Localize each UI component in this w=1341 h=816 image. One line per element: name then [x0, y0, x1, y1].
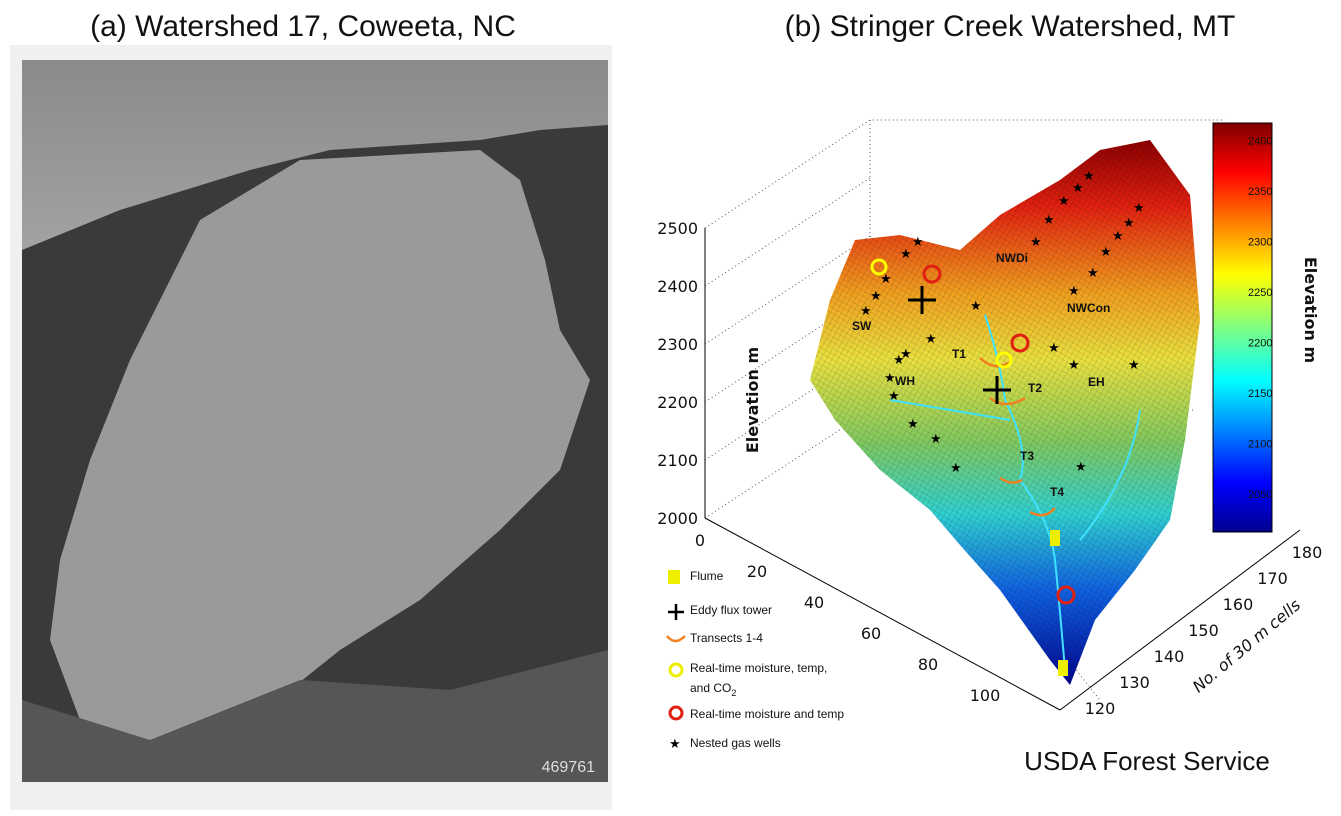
site-label: EH: [1088, 375, 1105, 389]
colorbar-tick-label: 2350: [1248, 186, 1272, 198]
svg-text:★: ★: [1123, 215, 1135, 230]
legend-label: Transects 1-4: [690, 631, 763, 645]
legend-label: Eddy flux tower: [690, 603, 772, 617]
colorbar-label: Elevation m: [1301, 257, 1320, 363]
svg-text:★: ★: [925, 331, 937, 346]
z-axis-label: Elevation m: [743, 347, 762, 453]
svg-text:★: ★: [950, 460, 962, 475]
panel-title: (a) Watershed 17, Coweeta, NC: [90, 10, 516, 43]
svg-text:★: ★: [1112, 228, 1124, 243]
svg-text:★: ★: [1030, 234, 1042, 249]
z-tick-label: 2500: [657, 219, 698, 238]
colorbar-tick-label: 2050: [1248, 489, 1272, 501]
svg-text:★: ★: [1133, 200, 1145, 215]
z-tick-label: 2300: [657, 335, 698, 354]
y-tick-label: 120: [1085, 699, 1116, 718]
x-tick-label: 20: [747, 562, 767, 581]
legend-label: Flume: [690, 569, 724, 583]
svg-text:★: ★: [1043, 212, 1055, 227]
z-tick-label: 2000: [657, 509, 698, 528]
svg-text:★: ★: [970, 298, 982, 313]
site-label: NWCon: [1067, 301, 1110, 315]
svg-text:★: ★: [1068, 283, 1080, 298]
svg-text:★: ★: [884, 370, 896, 385]
x-tick-label: 80: [918, 655, 938, 674]
y-tick-label: 170: [1257, 569, 1288, 588]
svg-text:★: ★: [1068, 357, 1080, 372]
x-tick-label: 100: [970, 686, 1001, 705]
legend: ★ Flume Eddy flux tower Transects 1-4 Re…: [666, 569, 844, 751]
svg-text:★: ★: [1128, 357, 1140, 372]
svg-text:★: ★: [912, 234, 924, 249]
svg-text:★: ★: [880, 271, 892, 286]
svg-text:★: ★: [888, 388, 900, 403]
x-axis: [704, 517, 1061, 711]
svg-text:★: ★: [860, 303, 872, 318]
y-tick-label: 160: [1223, 595, 1254, 614]
site-label: T2: [1028, 381, 1042, 395]
colorbar-tick-label: 2300: [1248, 237, 1272, 249]
site-label: WH: [895, 374, 915, 388]
svg-text:★: ★: [900, 346, 912, 361]
site-label: SW: [852, 319, 872, 333]
colorbar-tick-label: 2150: [1248, 388, 1272, 400]
legend-label: and CO: [690, 681, 731, 695]
legend-label: Real-time moisture and temp: [690, 707, 844, 721]
z-tick-label: 2100: [657, 451, 698, 470]
svg-text:★: ★: [1072, 180, 1084, 195]
colorbar-tick-label: 2250: [1248, 287, 1272, 299]
svg-text:★: ★: [870, 288, 882, 303]
y-tick-label: 130: [1119, 673, 1150, 692]
legend-label: and CO2: [690, 681, 736, 698]
svg-text:★: ★: [1100, 244, 1112, 259]
credit: USDA Forest Service: [1024, 746, 1270, 776]
colorbar-tick-label: 2400: [1248, 136, 1272, 148]
svg-text:★: ★: [900, 246, 912, 261]
site-label: T1: [952, 347, 966, 361]
svg-text:★: ★: [1075, 459, 1087, 474]
x-tick-label: 60: [861, 624, 881, 643]
photo: 469761: [10, 45, 612, 810]
y-tick-label: 180: [1292, 543, 1323, 562]
panel-title: (b) Stringer Creek Watershed, MT: [785, 10, 1236, 43]
site-label: NWDi: [996, 251, 1028, 265]
z-tick-label: 2200: [657, 393, 698, 412]
x-tick-label: 40: [804, 593, 824, 612]
svg-text:★: ★: [1087, 265, 1099, 280]
z-tick-label: 2400: [657, 277, 698, 296]
colorbar: [1212, 122, 1273, 533]
site-label: T4: [1050, 485, 1064, 499]
svg-text:★: ★: [930, 431, 942, 446]
legend-label: Real-time moisture, temp,: [690, 661, 827, 675]
surface: ★★★★★ ★★★★★ ★★★★★ ★★★★★ ★★★★★ ★★★★: [810, 140, 1200, 685]
x-tick-label: 0: [695, 531, 705, 550]
svg-text:★: ★: [669, 736, 681, 751]
svg-text:★: ★: [893, 352, 905, 367]
legend-label: Nested gas wells: [690, 736, 781, 750]
site-label: T3: [1020, 449, 1034, 463]
y-axis: [1059, 529, 1301, 711]
legend-subscript: 2: [731, 688, 736, 698]
svg-text:★: ★: [907, 416, 919, 431]
svg-text:★: ★: [1048, 340, 1060, 355]
photo-number: 469761: [542, 759, 595, 776]
svg-text:★: ★: [1058, 193, 1070, 208]
y-tick-label: 150: [1188, 621, 1219, 640]
colorbar-tick-label: 2200: [1248, 338, 1272, 350]
svg-text:★: ★: [1083, 168, 1095, 183]
y-tick-label: 140: [1154, 647, 1185, 666]
colorbar-tick-label: 2100: [1248, 439, 1272, 451]
